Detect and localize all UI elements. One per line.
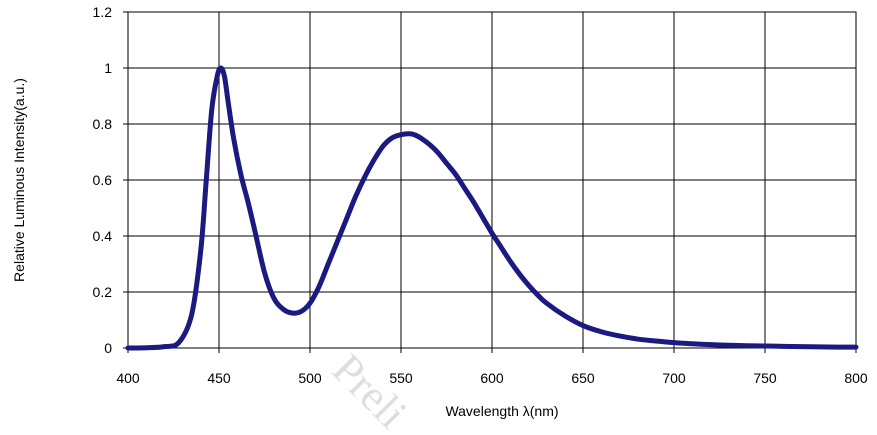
y-tick-label: 0 xyxy=(104,340,112,356)
x-tick-label: 500 xyxy=(298,370,322,386)
x-tick-label: 700 xyxy=(662,370,686,386)
x-tick-label: 450 xyxy=(207,370,231,386)
y-tick-label: 0.8 xyxy=(93,116,113,132)
y-tick-label: 0.6 xyxy=(93,172,113,188)
x-axis-ticks: 400 450 500 550 600 650 700 750 800 xyxy=(116,348,868,386)
x-axis-title: Wavelength λ(nm) xyxy=(445,403,558,419)
x-tick-label: 550 xyxy=(389,370,413,386)
x-tick-label: 650 xyxy=(571,370,595,386)
x-tick-label: 800 xyxy=(844,370,868,386)
y-axis-ticks: 0 0.2 0.4 0.6 0.8 1 1.2 xyxy=(93,4,128,356)
x-tick-label: 400 xyxy=(116,370,140,386)
y-tick-label: 0.4 xyxy=(93,228,113,244)
x-tick-label: 600 xyxy=(480,370,504,386)
y-tick-label: 1 xyxy=(104,60,112,76)
y-tick-label: 1.2 xyxy=(93,4,113,20)
y-tick-label: 0.2 xyxy=(93,284,113,300)
series-group xyxy=(125,65,859,351)
series-line-0 xyxy=(125,65,859,351)
y-axis-title: Relative Luminous Intensity(a.u.) xyxy=(11,78,27,282)
x-tick-label: 750 xyxy=(753,370,777,386)
